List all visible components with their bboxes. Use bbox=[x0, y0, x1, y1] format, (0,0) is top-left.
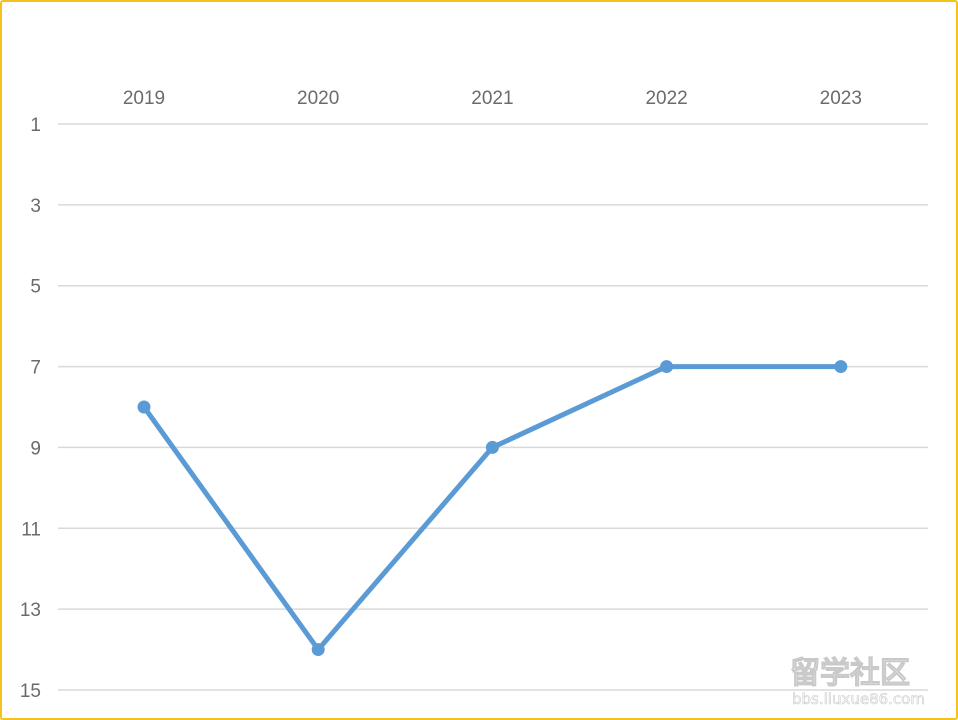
x-tick-label: 2022 bbox=[645, 88, 687, 109]
data-point-2020 bbox=[311, 643, 325, 657]
data-point-2022 bbox=[660, 360, 674, 374]
y-tick-label: 9 bbox=[30, 438, 41, 459]
y-tick-label: 5 bbox=[30, 277, 41, 298]
watermark-main: 留学社区 bbox=[790, 656, 910, 691]
watermark: 留学社区 bbs.liuxue86.com bbox=[790, 656, 926, 709]
watermark-sub: bbs.liuxue86.com bbox=[792, 690, 925, 708]
x-tick-label: 2023 bbox=[820, 88, 862, 109]
gridlines bbox=[58, 123, 928, 691]
x-tick-label: 2019 bbox=[123, 88, 165, 109]
data-point-2019 bbox=[137, 400, 151, 414]
y-tick-label: 1 bbox=[30, 115, 41, 136]
x-tick-label: 2021 bbox=[471, 88, 513, 109]
x-tick-label: 2020 bbox=[297, 88, 339, 109]
y-tick-label: 15 bbox=[20, 681, 41, 702]
x-axis-ticks: 2019 2020 2021 2022 2023 bbox=[123, 88, 862, 109]
data-point-2023 bbox=[834, 360, 848, 374]
data-point-2021 bbox=[485, 440, 499, 454]
series-line bbox=[141, 364, 844, 653]
y-tick-label: 3 bbox=[30, 196, 41, 217]
y-tick-label: 11 bbox=[21, 519, 41, 540]
series-layer bbox=[137, 360, 848, 657]
y-tick-label: 7 bbox=[30, 358, 41, 379]
y-tick-label: 13 bbox=[20, 600, 41, 621]
